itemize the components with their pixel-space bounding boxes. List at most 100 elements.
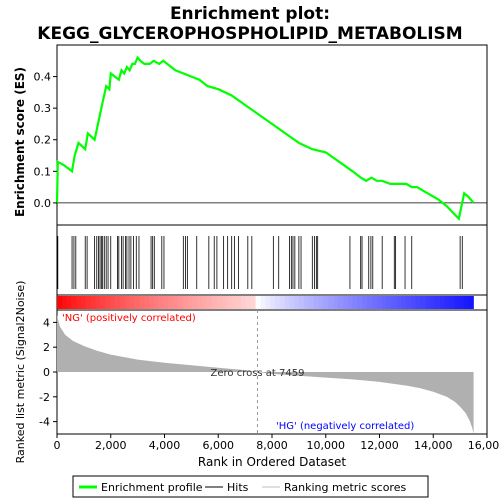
colorbar-segment: [352, 296, 358, 309]
colorbar-segment: [110, 296, 116, 309]
colorbar-segment: [149, 296, 155, 309]
colorbar-segment: [119, 296, 126, 309]
colorbar-segment: [129, 296, 135, 309]
colorbar-segment: [241, 296, 247, 309]
x-tick-label: 6,000: [203, 439, 235, 452]
colorbar-segment: [434, 296, 440, 309]
colorbar-segment: [207, 296, 213, 309]
legend-label-ranking: Ranking metric scores: [284, 481, 406, 494]
colorbar-segment: [139, 296, 145, 309]
colorbar-segment: [454, 296, 460, 309]
colorbar-segment: [274, 296, 281, 309]
colorbar-segment: [255, 296, 261, 309]
x-tick-label: 4,000: [149, 439, 181, 452]
colorbar-segment: [221, 296, 227, 309]
colorbar-segment: [444, 296, 450, 309]
colorbar-segment: [173, 296, 179, 309]
colorbar-segment: [308, 296, 315, 309]
colorbar-segment: [250, 296, 256, 309]
colorbar-segment: [391, 296, 397, 309]
colorbar-segment: [459, 296, 465, 309]
colorbar-segment: [367, 296, 373, 309]
colorbar-segment: [270, 296, 276, 309]
colorbar-segment: [405, 296, 411, 309]
colorbar-segment: [182, 296, 189, 309]
colorbar-segment: [86, 296, 92, 309]
es-tick-label: 0.2: [34, 134, 52, 147]
x-tick-label: 14,000: [414, 439, 453, 452]
colorbar-segment: [115, 296, 121, 309]
colorbar-segment: [371, 296, 377, 309]
metric-tick-label: 2: [43, 341, 50, 354]
metric-tick-label: 4: [43, 316, 50, 329]
colorbar-segment: [236, 296, 242, 309]
colorbar-segment: [245, 296, 252, 309]
colorbar-segment: [124, 296, 130, 309]
colorbar-segment: [158, 296, 164, 309]
colorbar-segment: [178, 296, 184, 309]
colorbar-segment: [386, 296, 392, 309]
colorbar-segment: [134, 296, 140, 309]
colorbar-segment: [168, 296, 174, 309]
colorbar-segment: [357, 296, 363, 309]
metric-tick-label: -4: [39, 416, 50, 429]
colorbar-segment: [95, 296, 101, 309]
colorbar-segment: [163, 296, 169, 309]
colorbar-segment: [337, 296, 344, 309]
colorbar-segment: [66, 296, 72, 309]
metric-axis-label: Ranked list metric (Signal2Noise): [14, 281, 27, 464]
colorbar-segment: [313, 296, 319, 309]
es-tick-label: 0.0: [34, 197, 52, 210]
x-tick-label: 8,000: [256, 439, 288, 452]
colorbar-segment: [439, 296, 445, 309]
colorbar-segment: [396, 296, 402, 309]
colorbar-segment: [279, 296, 285, 309]
es-tick-label: 0.4: [34, 71, 52, 84]
colorbar-segment: [294, 296, 300, 309]
colorbar-segment: [187, 296, 193, 309]
colorbar-layer: [57, 296, 474, 309]
colorbar-segment: [362, 296, 368, 309]
colorbar-segment: [289, 296, 295, 309]
es-layer: [55, 55, 487, 221]
colorbar-segment: [260, 296, 266, 309]
zero-cross-label: Zero cross at 7459: [211, 368, 305, 379]
metric-tick-label: 0: [43, 366, 50, 379]
x-tick-label: 16,000: [468, 439, 500, 452]
enrichment-profile-line: [55, 55, 475, 221]
colorbar-segment: [197, 296, 203, 309]
x-tick-label: 12,000: [360, 439, 399, 452]
colorbar-segment: [463, 296, 470, 309]
legend-label-hits: Hits: [227, 481, 249, 494]
colorbar-segment: [425, 296, 431, 309]
metric-tick-label: -2: [39, 391, 50, 404]
colorbar-segment: [90, 296, 97, 309]
colorbar-segment: [429, 296, 436, 309]
x-tick-label: 0: [54, 439, 61, 452]
colorbar-segment: [284, 296, 290, 309]
colorbar-segment: [202, 296, 208, 309]
colorbar-segment: [61, 296, 67, 309]
colorbar-segment: [468, 296, 474, 309]
axes-layer: 0.0 0.1 0.2 0.3 0.4 -4 -2 0 2 4 0 2,000 4,000 6,000 8,…: [34, 71, 500, 452]
colorbar-segment: [342, 296, 348, 309]
colorbar-segment: [216, 296, 222, 309]
colorbar-segment: [347, 296, 353, 309]
colorbar-segment: [57, 296, 63, 309]
colorbar-segment: [100, 296, 106, 309]
colorbar-segment: [381, 296, 387, 309]
legend-box: [72, 475, 429, 498]
es-tick-label: 0.3: [34, 102, 52, 115]
colorbar-segment: [333, 296, 339, 309]
colorbar-segment: [449, 296, 455, 309]
chart-title-line2: KEGG_GLYCEROPHOSPHOLIPID_METABOLISM: [37, 24, 462, 44]
colorbar-segment: [81, 296, 87, 309]
colorbar-segment: [376, 296, 382, 309]
x-axis-label: Rank in Ordered Dataset: [198, 455, 346, 469]
ranking-metric-area: [57, 315, 474, 434]
chart-title-line1: Enrichment plot:: [170, 4, 330, 24]
colorbar-segment: [265, 296, 271, 309]
colorbar-segment: [400, 296, 407, 309]
colorbar-segment: [299, 296, 305, 309]
